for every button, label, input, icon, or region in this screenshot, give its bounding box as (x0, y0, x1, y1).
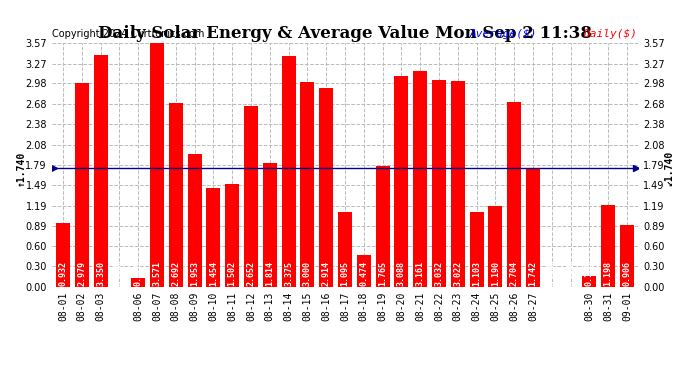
Text: Average($): Average($) (469, 29, 537, 39)
Text: 0.474: 0.474 (359, 261, 368, 286)
Text: 1.814: 1.814 (266, 261, 275, 286)
Bar (188, 153, 201, 287)
Bar (75, 84, 89, 287)
Bar (150, 43, 164, 287)
Text: 3.032: 3.032 (435, 261, 444, 286)
Bar (469, 211, 484, 287)
Bar (94, 56, 108, 287)
Bar (225, 184, 239, 287)
Bar (338, 212, 352, 287)
Bar (169, 103, 183, 287)
Bar (244, 106, 258, 287)
Text: 0.165: 0.165 (585, 261, 594, 286)
Text: 0.000: 0.000 (566, 261, 575, 286)
Text: 2.979: 2.979 (77, 261, 86, 286)
Bar (413, 71, 427, 287)
Bar (507, 102, 521, 287)
Text: Copyright 2024 Curtronics.com: Copyright 2024 Curtronics.com (52, 29, 204, 39)
Bar (131, 278, 146, 287)
Text: Daily($): Daily($) (583, 29, 637, 39)
Bar (489, 206, 502, 287)
Bar (582, 276, 596, 287)
Text: ↙1.740: ↙1.740 (664, 150, 674, 186)
Bar (56, 223, 70, 287)
Text: 3.375: 3.375 (284, 261, 293, 286)
Bar (395, 76, 408, 287)
Text: ↑1.740: ↑1.740 (16, 150, 26, 186)
Text: 1.742: 1.742 (529, 261, 538, 286)
Text: 1.953: 1.953 (190, 261, 199, 286)
Text: 0.000: 0.000 (115, 261, 124, 286)
Bar (319, 88, 333, 287)
Bar (451, 81, 465, 287)
Text: 3.350: 3.350 (96, 261, 105, 286)
Text: 3.022: 3.022 (453, 261, 462, 286)
Bar (300, 82, 315, 287)
Text: 3.088: 3.088 (397, 261, 406, 286)
Text: 3.161: 3.161 (415, 261, 424, 286)
Text: 1.765: 1.765 (378, 261, 387, 286)
Text: 2.914: 2.914 (322, 261, 331, 286)
Bar (526, 168, 540, 287)
Text: 3.000: 3.000 (303, 261, 312, 286)
Bar (263, 163, 277, 287)
Text: 1.095: 1.095 (340, 261, 350, 286)
Bar (206, 188, 221, 287)
Text: 1.454: 1.454 (209, 261, 218, 286)
Text: 2.652: 2.652 (246, 261, 255, 286)
Bar (282, 57, 295, 287)
Text: 0.932: 0.932 (59, 261, 68, 286)
Text: 1.103: 1.103 (472, 261, 481, 286)
Bar (432, 80, 446, 287)
Bar (357, 255, 371, 287)
Bar (601, 205, 615, 287)
Text: 0.000: 0.000 (547, 261, 556, 286)
Title: Daily Solar Energy & Average Value Mon Sep 2 11:38: Daily Solar Energy & Average Value Mon S… (98, 25, 592, 42)
Text: 2.704: 2.704 (510, 261, 519, 286)
Text: 3.571: 3.571 (152, 261, 161, 286)
Bar (620, 225, 634, 287)
Text: 0.125: 0.125 (134, 261, 143, 286)
Bar (375, 166, 390, 287)
Text: 2.692: 2.692 (171, 261, 180, 286)
Text: 1.190: 1.190 (491, 261, 500, 286)
Text: 1.198: 1.198 (604, 261, 613, 286)
Text: 1.502: 1.502 (228, 261, 237, 286)
Text: 0.906: 0.906 (622, 261, 631, 286)
